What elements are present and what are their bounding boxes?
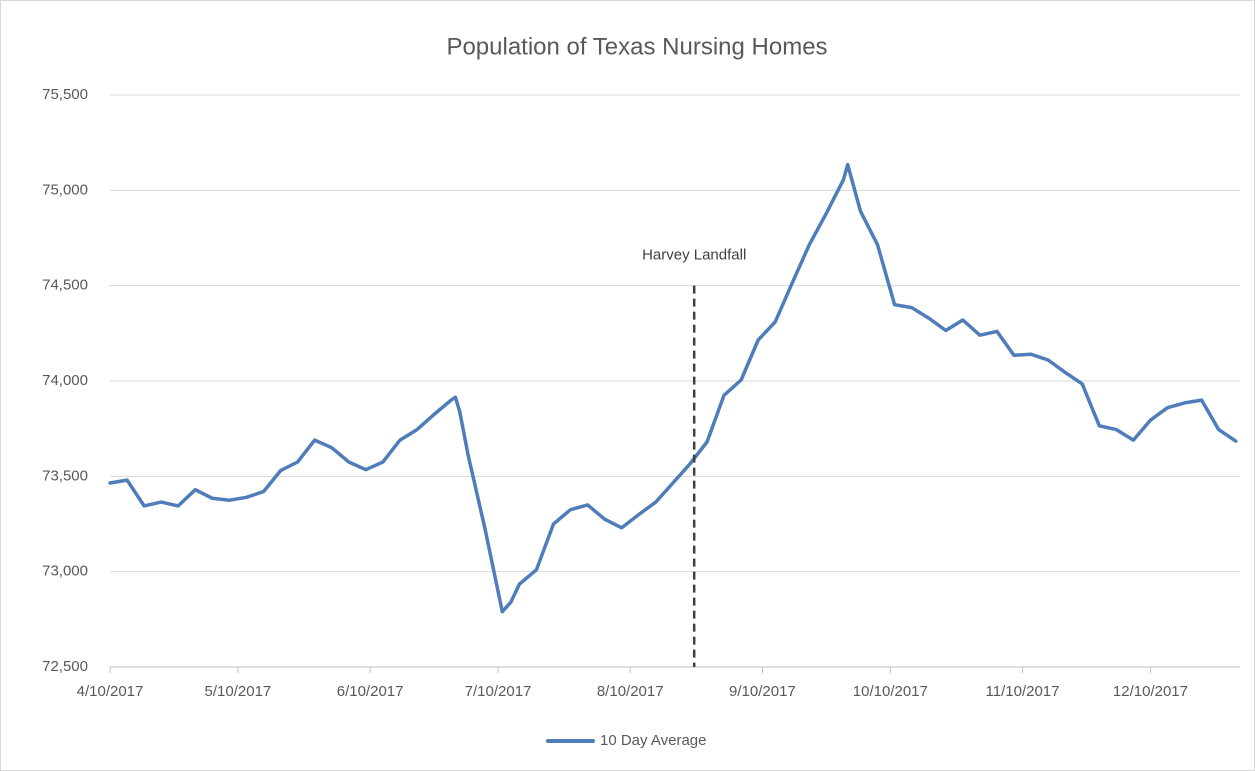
legend-label: 10 Day Average bbox=[600, 732, 706, 749]
y-tick-label: 73,000 bbox=[42, 563, 88, 580]
chart-title: Population of Texas Nursing Homes bbox=[446, 33, 827, 60]
x-tick-label: 8/10/2017 bbox=[597, 683, 664, 700]
x-tick-label: 11/10/2017 bbox=[986, 683, 1060, 700]
x-tick-label: 9/10/2017 bbox=[729, 683, 796, 700]
y-tick-label: 74,500 bbox=[42, 277, 88, 294]
x-tick-label: 12/10/2017 bbox=[1113, 683, 1188, 700]
y-tick-label: 74,000 bbox=[42, 372, 88, 389]
x-tick-label: 5/10/2017 bbox=[205, 683, 272, 700]
y-tick-label: 73,500 bbox=[42, 467, 88, 484]
y-tick-label: 72,500 bbox=[42, 658, 88, 675]
x-tick-label: 7/10/2017 bbox=[465, 683, 532, 700]
x-tick-label: 6/10/2017 bbox=[337, 683, 404, 700]
x-tick-label: 4/10/2017 bbox=[77, 683, 144, 700]
annotation-label: Harvey Landfall bbox=[642, 247, 746, 264]
data-line bbox=[108, 162, 1238, 614]
x-tick-label: 10/10/2017 bbox=[853, 683, 928, 700]
y-tick-label: 75,000 bbox=[42, 181, 88, 198]
y-tick-label: 75,500 bbox=[42, 86, 88, 103]
